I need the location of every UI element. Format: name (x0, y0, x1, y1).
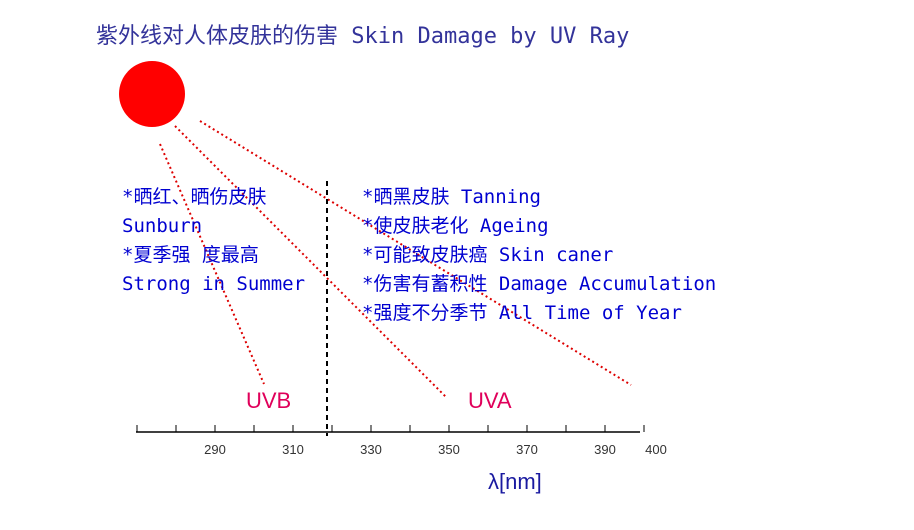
uvb-line: *夏季强 度最高 (122, 244, 259, 266)
axis-tick-label: 350 (438, 442, 460, 457)
axis-tick-label: 390 (594, 442, 616, 457)
uvb-effects-list: *晒红、晒伤皮肤 Sunburn *夏季强 度最高 Strong in Summer (122, 183, 305, 299)
uvb-line: *晒红、晒伤皮肤 (122, 186, 267, 208)
uvb-line: Sunburn (122, 215, 203, 237)
uva-line: *伤害有蓄积性 Damage Accumulation (362, 273, 717, 295)
axis-tick-label: 400 (645, 442, 667, 457)
axis-tick-label: 310 (282, 442, 304, 457)
uva-label: UVA (468, 388, 512, 413)
sun-icon (119, 61, 185, 127)
wavelength-axis: 290 310 330 350 370 390 400 (136, 425, 667, 457)
uvb-label: UVB (246, 388, 292, 413)
axis-tick-label: 370 (516, 442, 538, 457)
uva-line: *晒黑皮肤 Tanning (362, 186, 541, 208)
uva-line: *可能致皮肤癌 Skin caner (362, 244, 614, 266)
uva-long-ray (199, 120, 632, 386)
page-title: 紫外线对人体皮肤的伤害 Skin Damage by UV Ray (96, 24, 630, 49)
uva-line: *使皮肤老化 Ageing (362, 215, 549, 237)
uva-effects-list: *晒黑皮肤 Tanning *使皮肤老化 Ageing *可能致皮肤癌 Skin c… (362, 183, 716, 328)
uvb-line: Strong in Summer (122, 273, 306, 295)
uva-line: *强度不分季节 All Time of Year (362, 302, 682, 324)
axis-unit-label: λ[nm] (488, 469, 542, 494)
axis-tick-label: 290 (204, 442, 226, 457)
uva-ray (174, 125, 448, 399)
axis-tick-label: 330 (360, 442, 382, 457)
uvb-ray (159, 143, 265, 385)
